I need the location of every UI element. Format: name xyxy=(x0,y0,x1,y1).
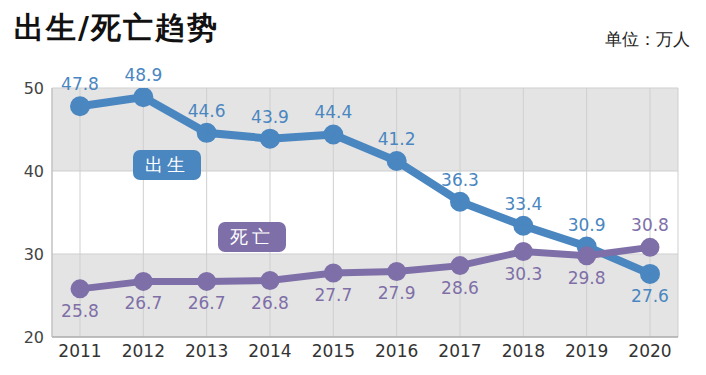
svg-text:28.6: 28.6 xyxy=(441,278,479,298)
svg-text:26.8: 26.8 xyxy=(251,293,289,313)
svg-text:43.9: 43.9 xyxy=(251,107,289,127)
svg-text:41.2: 41.2 xyxy=(378,129,416,149)
svg-text:2012: 2012 xyxy=(122,341,165,361)
svg-text:36.3: 36.3 xyxy=(441,170,479,190)
svg-text:2011: 2011 xyxy=(58,341,101,361)
html-text:单位：万人: 单位：万人 xyxy=(605,29,690,49)
svg-text:50: 50 xyxy=(24,79,44,98)
svg-text:2020: 2020 xyxy=(628,341,671,361)
svg-text:29.8: 29.8 xyxy=(568,268,606,288)
svg-text:30.9: 30.9 xyxy=(568,215,606,235)
svg-text:2017: 2017 xyxy=(438,341,481,361)
svg-text:27.6: 27.6 xyxy=(631,286,669,306)
svg-text:2014: 2014 xyxy=(248,341,291,361)
html-text:出生: 出生 xyxy=(145,154,189,175)
svg-text:30: 30 xyxy=(24,245,44,264)
svg-text:27.9: 27.9 xyxy=(378,283,416,303)
svg-text:20: 20 xyxy=(24,328,44,347)
svg-text:2018: 2018 xyxy=(502,341,545,361)
svg-text:2019: 2019 xyxy=(565,341,608,361)
svg-text:26.7: 26.7 xyxy=(188,293,226,313)
svg-text:44.6: 44.6 xyxy=(188,101,226,121)
svg-text:2013: 2013 xyxy=(185,341,228,361)
svg-text:2015: 2015 xyxy=(312,341,355,361)
svg-text:33.4: 33.4 xyxy=(504,194,542,214)
svg-text:30.8: 30.8 xyxy=(631,215,669,235)
svg-text:48.9: 48.9 xyxy=(124,65,162,85)
svg-text:40: 40 xyxy=(24,162,44,181)
svg-text:25.8: 25.8 xyxy=(61,301,99,321)
svg-text:44.4: 44.4 xyxy=(314,102,352,122)
svg-text:47.8: 47.8 xyxy=(61,74,99,94)
svg-text:2016: 2016 xyxy=(375,341,418,361)
html-text:出生/死亡趋势: 出生/死亡趋势 xyxy=(14,10,219,45)
svg-text:27.7: 27.7 xyxy=(314,285,352,305)
svg-text:26.7: 26.7 xyxy=(124,293,162,313)
html-text:死亡: 死亡 xyxy=(230,226,274,247)
svg-text:30.3: 30.3 xyxy=(504,264,542,284)
